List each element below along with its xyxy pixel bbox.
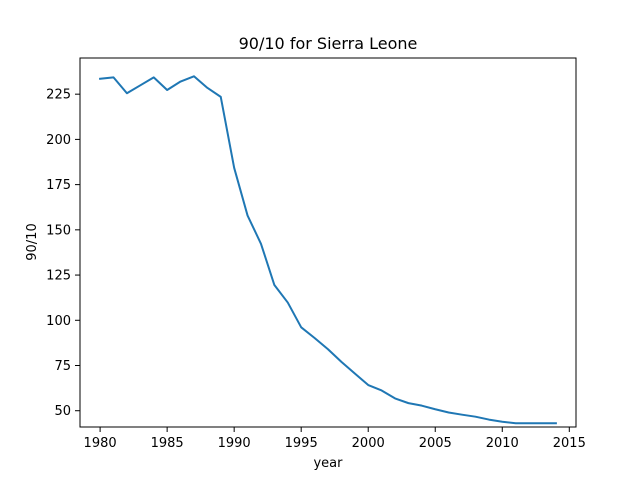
x-axis-label: year [313, 456, 343, 471]
y-tick-label: 200 [46, 133, 71, 148]
x-tick-label: 1985 [151, 436, 184, 451]
x-tick-label: 2015 [553, 436, 586, 451]
plot-area [99, 75, 557, 425]
y-tick-label: 75 [54, 359, 71, 374]
x-tick-label: 1980 [84, 436, 117, 451]
y-tick-label: 125 [46, 269, 71, 284]
x-tick-label: 2005 [419, 436, 452, 451]
y-axis-ticks: 50 75 100 125 150 175 200 225 [46, 88, 80, 419]
y-tick-label: 50 [54, 404, 71, 419]
chart-title: 90/10 for Sierra Leone [239, 34, 418, 53]
y-tick-label: 150 [46, 223, 71, 238]
y-tick-label: 225 [46, 88, 71, 103]
x-tick-label: 1990 [218, 436, 251, 451]
x-tick-label: 2000 [352, 436, 385, 451]
axes-frame [79, 57, 577, 428]
x-tick-label: 2010 [486, 436, 519, 451]
x-tick-label: 1995 [285, 436, 318, 451]
y-axis-label: 90/10 [25, 223, 40, 260]
series-line [99, 75, 557, 425]
y-tick-label: 175 [46, 178, 71, 193]
y-tick-label: 100 [46, 314, 71, 329]
x-axis-ticks: 1980 1985 1990 1995 2000 2005 2010 2015 [84, 427, 586, 451]
